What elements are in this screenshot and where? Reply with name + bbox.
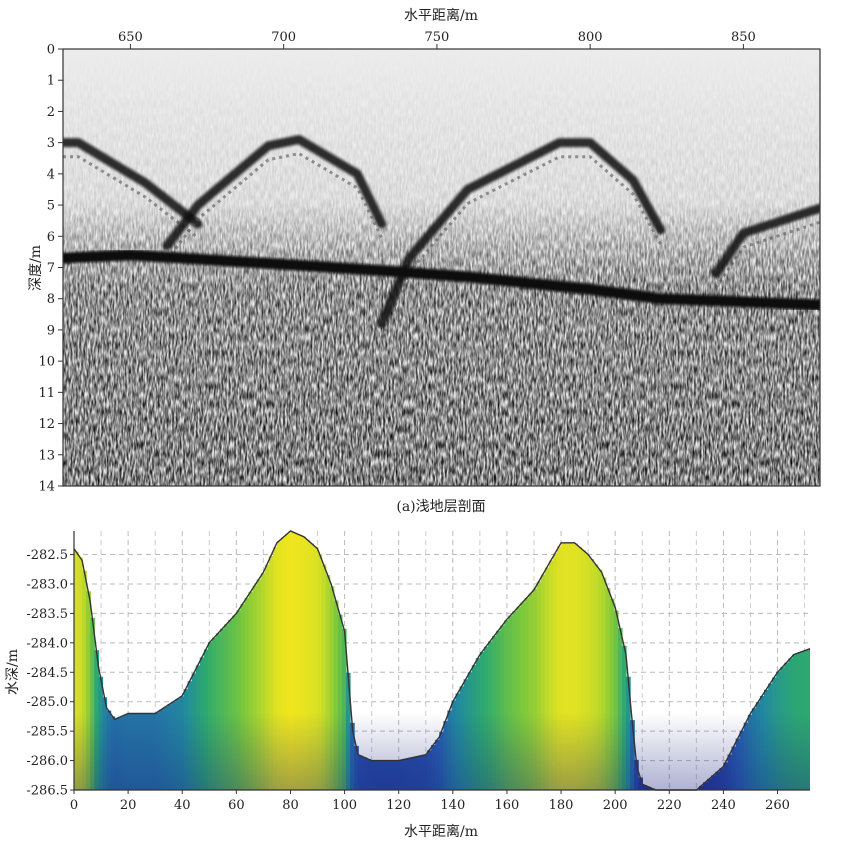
top-y-tick-label: 14 <box>38 480 55 495</box>
bottom-x-tick-label: 140 <box>440 798 465 813</box>
top-y-tick-label: 4 <box>47 167 55 182</box>
bottom-y-axis-label: 水深/m <box>5 649 21 695</box>
top-y-tick-label: 7 <box>47 261 55 276</box>
bottom-y-ticks: -282.5 -283.0 -283.5 -284.0 -284.5 -285.0 -285… <box>26 548 74 799</box>
seabed-reflector <box>63 249 820 311</box>
bottom-x-tick-label: 100 <box>332 798 357 813</box>
top-y-tick-label: 0 <box>47 43 55 58</box>
top-y-tick-label: 13 <box>38 448 55 463</box>
bottom-x-tick-label: 0 <box>70 798 78 813</box>
top-x-axis-label: 水平距离/m <box>404 7 478 24</box>
top-panel: 水平距离/m 深度/m 650 700 750 800 850 012345678910… <box>28 7 821 515</box>
depth-shading <box>74 531 810 790</box>
reflector-arc-echo-1 <box>63 155 199 239</box>
bottom-x-tick-label: 120 <box>386 798 411 813</box>
bottom-panel: 水深/m 0 20 40 60 80 100 120 140 160 180 200 220 240 26… <box>5 530 811 840</box>
top-x-tick-label: 650 <box>118 30 143 45</box>
reflector-arc-4 <box>711 203 820 279</box>
bottom-x-tick-label: 240 <box>711 798 736 813</box>
bottom-y-tick-label: -285.0 <box>26 695 68 710</box>
reflector-arc-2 <box>162 135 387 251</box>
top-y-tick-label: 3 <box>47 136 55 151</box>
bottom-y-tick-label: -286.0 <box>26 754 68 769</box>
bottom-x-tick-label: 40 <box>174 798 191 813</box>
top-y-tick-label: 2 <box>47 105 55 120</box>
top-x-tick-label: 700 <box>271 30 296 45</box>
top-y-tick-label: 12 <box>38 417 55 432</box>
bottom-x-tick-label: 200 <box>603 798 628 813</box>
top-y-tick-label: 10 <box>38 355 55 370</box>
top-x-ticks: 650 700 750 800 850 <box>118 30 756 49</box>
bottom-y-tick-label: -286.5 <box>26 784 68 799</box>
bottom-y-tick-label: -285.5 <box>26 725 68 740</box>
bottom-x-tick-label: 20 <box>120 798 137 813</box>
top-x-tick-label: 750 <box>424 30 449 45</box>
top-y-tick-label: 1 <box>47 74 55 89</box>
bottom-x-ticks: 0 20 40 60 80 100 120 140 160 180 200 220 240 260 <box>70 790 790 813</box>
bottom-y-tick-label: -283.0 <box>26 577 68 592</box>
bottom-x-tick-label: 180 <box>549 798 574 813</box>
bottom-x-tick-label: 80 <box>282 798 299 813</box>
top-y-tick-label: 9 <box>47 323 55 338</box>
bottom-x-tick-label: 260 <box>765 798 790 813</box>
top-x-tick-label: 850 <box>731 30 756 45</box>
bathymetry-profile-line <box>73 530 811 791</box>
reflector-arc-echo-4 <box>714 220 820 289</box>
bathymetry-area <box>74 531 810 790</box>
reflector-arc-echo-2 <box>166 152 384 261</box>
bottom-x-tick-label: 160 <box>495 798 520 813</box>
bottom-x-axis-label: 水平距离/m <box>404 823 478 840</box>
bottom-x-tick-label: 60 <box>228 798 245 813</box>
top-panel-caption: (a)浅地层剖面 <box>396 499 485 515</box>
top-y-tick-label: 8 <box>47 292 55 307</box>
top-y-axis-label: 深度/m <box>28 245 44 291</box>
top-plot-area <box>63 49 820 486</box>
reflector-arcs <box>63 135 820 339</box>
bottom-y-tick-label: -284.0 <box>26 636 68 651</box>
reflector-arc-3 <box>377 138 666 329</box>
top-y-tick-label: 11 <box>38 386 55 401</box>
top-x-tick-label: 800 <box>578 30 603 45</box>
bottom-y-tick-label: -284.5 <box>26 666 68 681</box>
top-y-tick-label: 5 <box>47 199 55 214</box>
reflector-arc-1 <box>63 138 203 229</box>
bottom-x-tick-label: 220 <box>657 798 682 813</box>
top-y-tick-label: 6 <box>47 230 55 245</box>
bottom-y-tick-label: -282.5 <box>26 548 68 563</box>
bottom-y-tick-label: -283.5 <box>26 607 68 622</box>
